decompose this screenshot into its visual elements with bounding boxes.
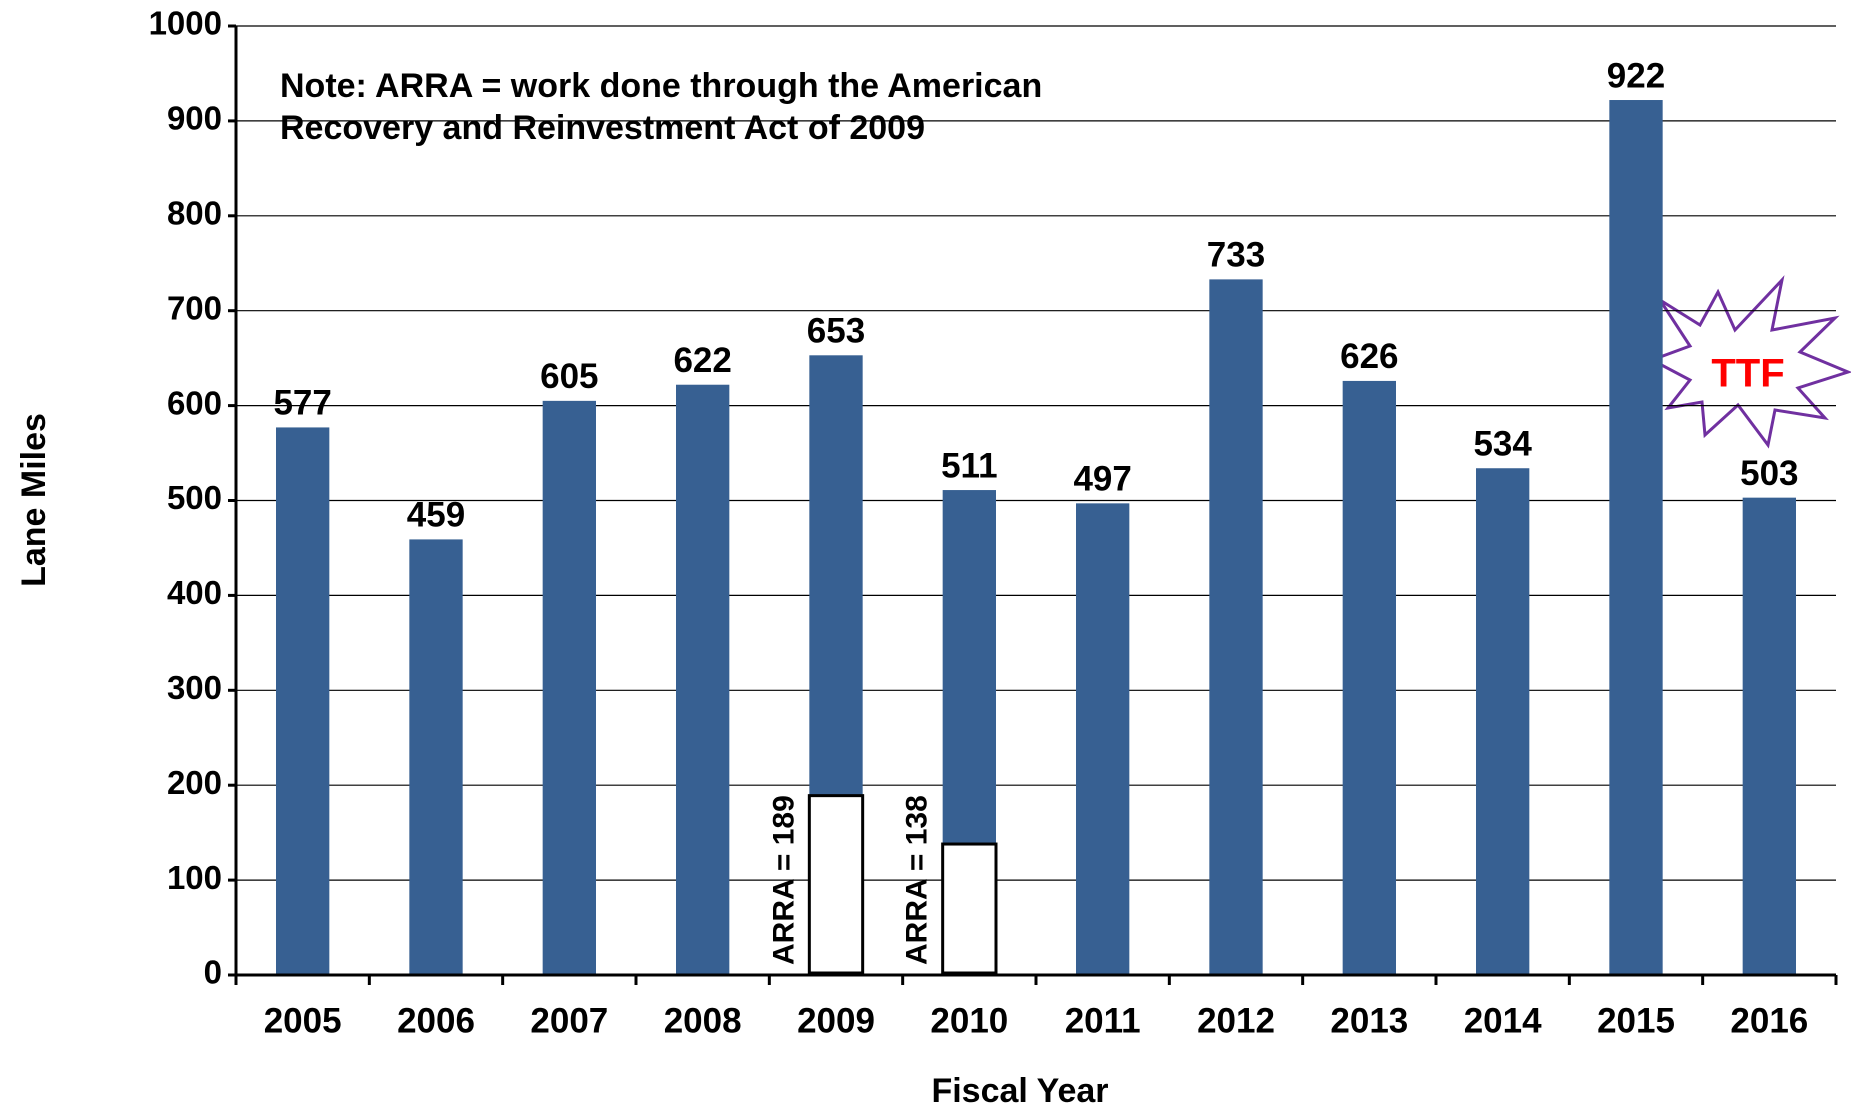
arra-label: ARRA = 138 xyxy=(901,795,934,965)
value-label: 626 xyxy=(1340,337,1398,376)
x-tick-label: 2016 xyxy=(1730,1001,1808,1040)
y-tick-label: 0 xyxy=(204,954,222,991)
y-tick-label: 700 xyxy=(167,289,222,326)
x-tick-label: 2007 xyxy=(530,1001,608,1040)
x-tick-label: 2008 xyxy=(664,1001,742,1040)
x-tick-label: 2013 xyxy=(1330,1001,1408,1040)
y-tick-label: 1000 xyxy=(149,5,222,42)
y-tick-label: 900 xyxy=(167,100,222,137)
y-axis-title: Lane Miles xyxy=(15,413,53,587)
note-line: Note: ARRA = work done through the Ameri… xyxy=(280,67,1042,105)
arra-label: ARRA = 189 xyxy=(767,795,800,965)
x-tick-label: 2015 xyxy=(1597,1001,1675,1040)
bar xyxy=(1476,468,1530,975)
value-label: 653 xyxy=(807,312,865,351)
x-tick-label: 2006 xyxy=(397,1001,475,1040)
value-label: 534 xyxy=(1473,424,1532,463)
x-tick-label: 2011 xyxy=(1065,1001,1141,1040)
y-tick-label: 600 xyxy=(167,384,222,421)
y-tick-label: 400 xyxy=(167,574,222,611)
arra-bar xyxy=(807,794,865,975)
starburst xyxy=(1648,275,1851,449)
value-label: 511 xyxy=(941,446,997,485)
arra-bar xyxy=(941,842,998,975)
bar xyxy=(276,427,330,975)
value-label: 497 xyxy=(1073,460,1131,499)
value-label: 503 xyxy=(1740,454,1798,493)
bar xyxy=(409,539,463,975)
x-tick-label: 2012 xyxy=(1197,1001,1275,1040)
value-label: 577 xyxy=(273,384,331,423)
y-tick-label: 200 xyxy=(167,764,222,801)
value-label: 622 xyxy=(673,341,731,380)
value-label: 922 xyxy=(1607,56,1665,95)
y-tick-label: 800 xyxy=(167,195,222,232)
bar xyxy=(1076,503,1130,975)
x-tick-label: 2005 xyxy=(264,1001,342,1040)
x-tick-label: 2009 xyxy=(797,1001,875,1040)
x-tick-label: 2014 xyxy=(1464,1001,1542,1040)
bar xyxy=(1342,380,1396,975)
bar xyxy=(1609,100,1663,976)
bar xyxy=(676,384,730,975)
bar xyxy=(542,400,596,976)
note-line: Recovery and Reinvestment Act of 2009 xyxy=(280,109,925,147)
value-label: 605 xyxy=(540,357,598,396)
bar xyxy=(1742,497,1796,975)
value-label: 459 xyxy=(407,496,465,535)
y-tick-label: 500 xyxy=(167,479,222,516)
value-label: 733 xyxy=(1207,236,1265,275)
bar xyxy=(1209,279,1263,975)
ttf-label: TTF xyxy=(1711,352,1784,396)
x-tick-label: 2010 xyxy=(930,1001,1008,1040)
y-tick-label: 100 xyxy=(167,859,222,896)
x-axis-title: Fiscal Year xyxy=(931,1072,1108,1110)
y-tick-label: 300 xyxy=(167,669,222,706)
